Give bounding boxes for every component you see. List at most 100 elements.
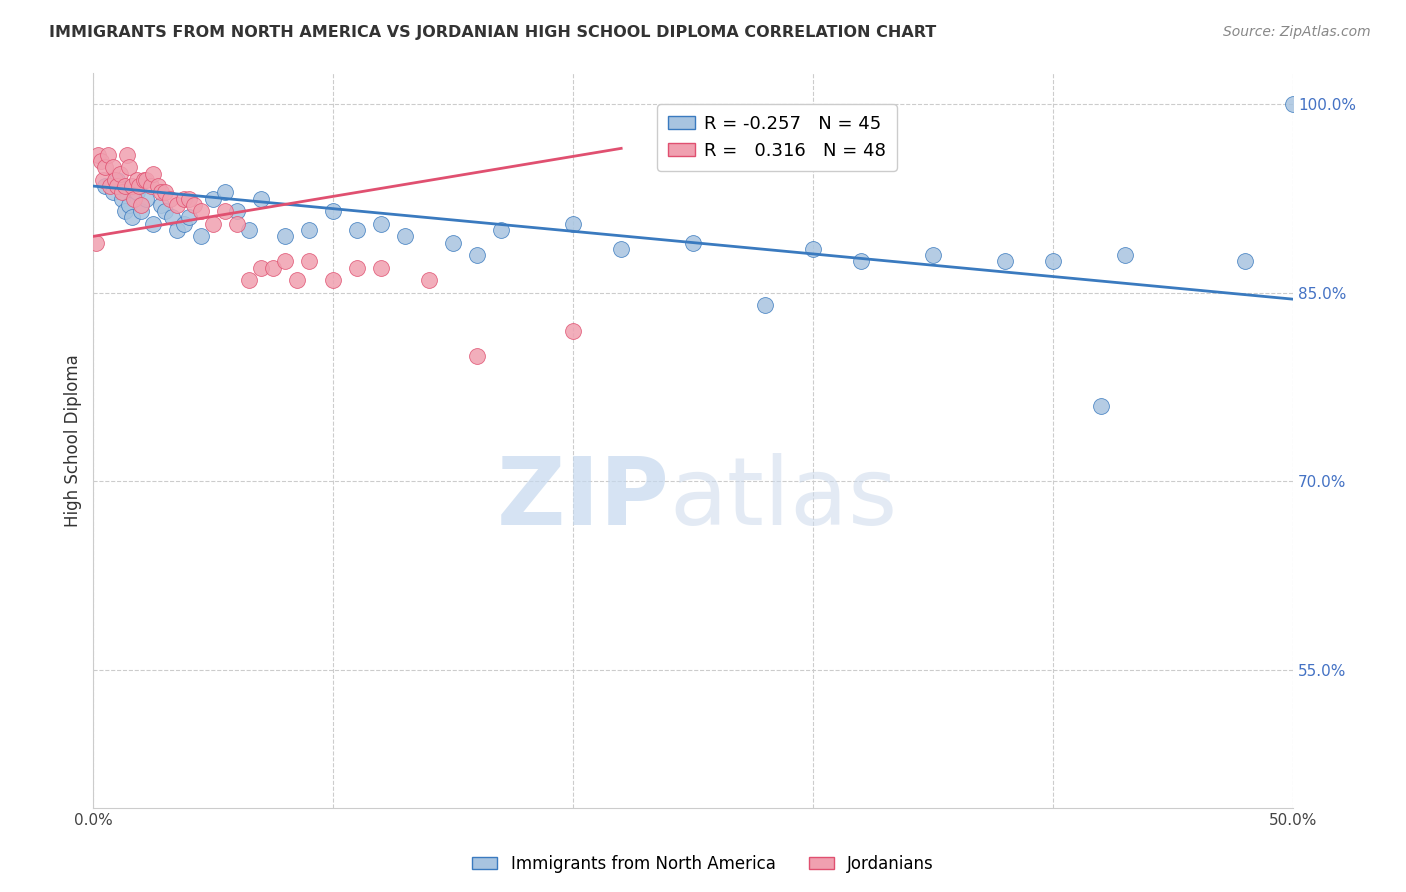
Y-axis label: High School Diploma: High School Diploma: [65, 354, 82, 527]
Point: [238, 273, 260, 287]
Point: [101, 186, 124, 200]
Point: [262, 260, 284, 275]
Point: [226, 217, 249, 231]
Point: [149, 198, 172, 212]
Point: [562, 324, 585, 338]
Point: [118, 160, 141, 174]
Point: [179, 192, 201, 206]
Point: [173, 217, 195, 231]
Point: [94, 179, 117, 194]
Text: atlas: atlas: [669, 453, 897, 545]
Point: [298, 223, 321, 237]
Point: [118, 198, 141, 212]
Point: [162, 211, 184, 225]
Point: [114, 204, 136, 219]
Point: [190, 229, 212, 244]
Point: [125, 173, 148, 187]
Text: IMMIGRANTS FROM NORTH AMERICA VS JORDANIAN HIGH SCHOOL DIPLOMA CORRELATION CHART: IMMIGRANTS FROM NORTH AMERICA VS JORDANI…: [49, 25, 936, 40]
Point: [849, 254, 872, 268]
Point: [1042, 254, 1064, 268]
Point: [202, 192, 225, 206]
Point: [97, 147, 120, 161]
Point: [121, 179, 143, 194]
Point: [1282, 97, 1305, 112]
Point: [250, 192, 273, 206]
Point: [801, 242, 824, 256]
Point: [105, 179, 128, 194]
Point: [89, 153, 111, 168]
Point: [146, 179, 169, 194]
Point: [159, 192, 181, 206]
Point: [285, 273, 308, 287]
Point: [166, 223, 188, 237]
Point: [166, 198, 188, 212]
Point: [94, 160, 117, 174]
Point: [322, 273, 344, 287]
Point: [142, 217, 165, 231]
Point: [322, 204, 344, 219]
Point: [125, 186, 148, 200]
Point: [922, 248, 945, 262]
Point: [128, 179, 150, 194]
Point: [346, 260, 368, 275]
Point: [105, 173, 128, 187]
Point: [562, 217, 585, 231]
Point: [274, 254, 297, 268]
Point: [149, 186, 172, 200]
Point: [190, 204, 212, 219]
Point: [111, 186, 134, 200]
Legend: R = -0.257   N = 45, R =   0.316   N = 48: R = -0.257 N = 45, R = 0.316 N = 48: [658, 104, 897, 170]
Point: [155, 186, 177, 200]
Point: [139, 179, 162, 194]
Point: [274, 229, 297, 244]
Point: [131, 204, 153, 219]
Point: [111, 192, 134, 206]
Point: [346, 223, 368, 237]
Point: [202, 217, 225, 231]
Point: [610, 242, 633, 256]
Point: [155, 204, 177, 219]
Point: [101, 160, 124, 174]
Point: [173, 192, 195, 206]
Point: [131, 198, 153, 212]
Point: [250, 260, 273, 275]
Point: [183, 198, 205, 212]
Text: ZIP: ZIP: [496, 453, 669, 545]
Point: [179, 211, 201, 225]
Point: [122, 192, 145, 206]
Point: [121, 211, 143, 225]
Point: [370, 260, 392, 275]
Point: [682, 235, 704, 250]
Point: [1233, 254, 1256, 268]
Point: [214, 204, 236, 219]
Point: [135, 173, 157, 187]
Point: [1090, 399, 1112, 413]
Point: [754, 298, 776, 312]
Point: [104, 173, 127, 187]
Point: [115, 147, 138, 161]
Point: [298, 254, 321, 268]
Point: [465, 248, 488, 262]
Point: [214, 186, 236, 200]
Point: [441, 235, 464, 250]
Point: [114, 179, 136, 194]
Point: [98, 179, 121, 194]
Point: [108, 167, 131, 181]
Point: [238, 223, 260, 237]
Point: [132, 173, 155, 187]
Point: [135, 192, 157, 206]
Point: [994, 254, 1017, 268]
Point: [489, 223, 512, 237]
Point: [394, 229, 416, 244]
Point: [84, 235, 107, 250]
Point: [465, 349, 488, 363]
Point: [142, 167, 165, 181]
Point: [91, 173, 114, 187]
Point: [226, 204, 249, 219]
Point: [1114, 248, 1136, 262]
Point: [370, 217, 392, 231]
Point: [87, 147, 110, 161]
Point: [418, 273, 440, 287]
Text: Source: ZipAtlas.com: Source: ZipAtlas.com: [1223, 25, 1371, 39]
Legend: Immigrants from North America, Jordanians: Immigrants from North America, Jordanian…: [465, 848, 941, 880]
